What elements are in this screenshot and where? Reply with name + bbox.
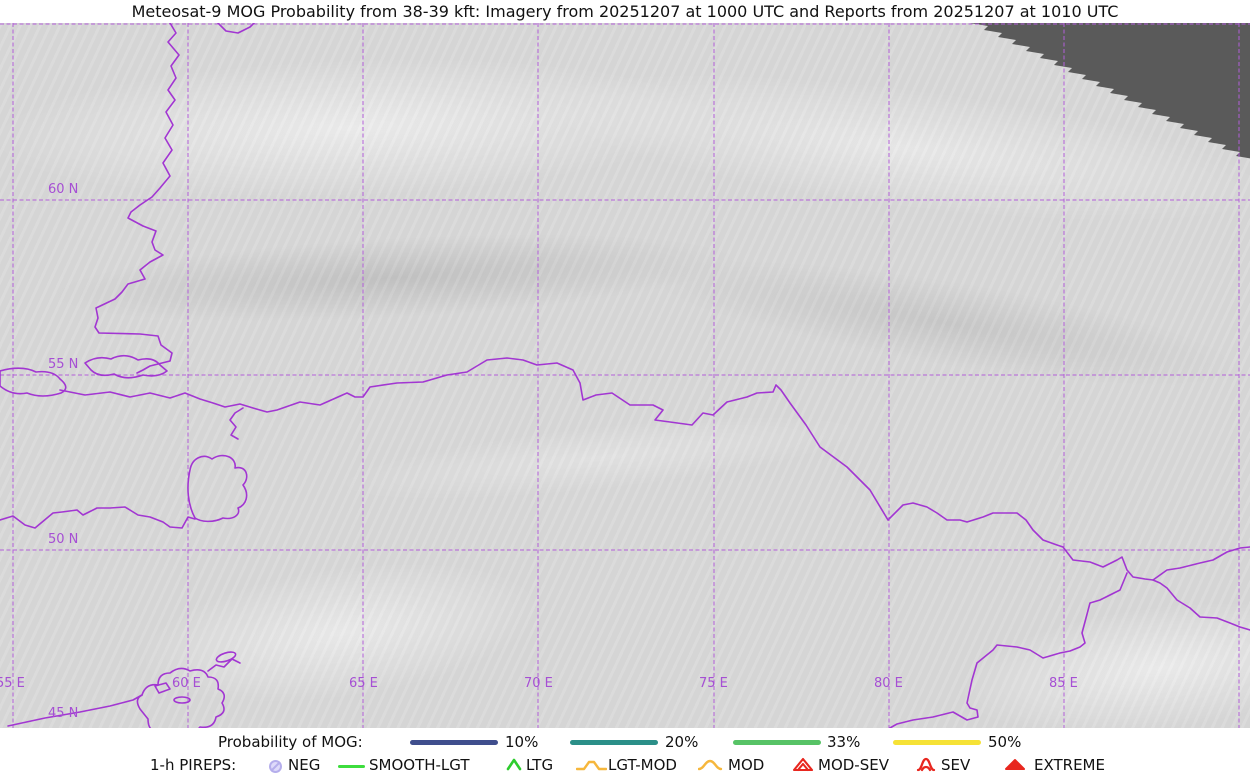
border-top-arc bbox=[217, 23, 255, 34]
smooth-lgt-icon bbox=[338, 765, 365, 768]
lat-label-60n: 60 N bbox=[48, 182, 79, 197]
satellite-map: 60 N 55 N 50 N 45 N 55 E 60 E 65 E 70 E … bbox=[0, 23, 1250, 728]
lgt-mod-icon bbox=[576, 760, 607, 771]
neg-icon bbox=[269, 760, 282, 773]
lat-lon-grid bbox=[0, 23, 1250, 728]
lon-label-60e: 60 E bbox=[172, 676, 201, 691]
page-title: Meteosat-9 MOG Probability from 38-39 kf… bbox=[131, 2, 1119, 21]
probability-swatch-10 bbox=[410, 740, 498, 745]
border-kazakh-north bbox=[59, 357, 1250, 581]
pirep-label-sev: SEV bbox=[941, 756, 971, 774]
probability-swatch-20 bbox=[570, 740, 658, 745]
map-overlay bbox=[0, 23, 1250, 728]
probability-label-10: 10% bbox=[505, 733, 539, 751]
pirep-label-neg: NEG bbox=[288, 756, 321, 774]
lat-label-55n: 55 N bbox=[48, 357, 79, 372]
lon-label-80e: 80 E bbox=[874, 676, 903, 691]
lon-label-70e: 70 E bbox=[524, 676, 553, 691]
border-east-branch bbox=[1152, 579, 1250, 631]
ltg-icon bbox=[506, 758, 522, 771]
mod-sev-icon bbox=[792, 757, 814, 772]
pireps-legend-label: 1-h PIREPS: bbox=[150, 756, 237, 774]
lon-label-75e: 75 E bbox=[699, 676, 728, 691]
border-45n-diagonal bbox=[7, 694, 143, 727]
lon-label-65e: 65 E bbox=[349, 676, 378, 691]
lat-label-50n: 50 N bbox=[48, 532, 79, 547]
no-data-region bbox=[970, 23, 1250, 163]
aral-north-lens bbox=[215, 651, 237, 663]
aral-island2 bbox=[154, 682, 171, 694]
pirep-label-mod: MOD bbox=[728, 756, 765, 774]
pirep-label-mod-sev: MOD-SEV bbox=[818, 756, 889, 774]
probability-label-50: 50% bbox=[988, 733, 1022, 751]
mod-icon bbox=[698, 759, 723, 771]
aral-island bbox=[173, 696, 191, 704]
pirep-label-extreme: EXTREME bbox=[1034, 756, 1105, 774]
extreme-icon bbox=[1005, 759, 1025, 770]
probability-legend-label: Probability of MOG: bbox=[218, 733, 363, 751]
border-lake-blob bbox=[187, 454, 248, 523]
lat-label-45n: 45 N bbox=[48, 706, 79, 721]
border-lakes-west2 bbox=[0, 367, 67, 397]
aral-north-squiggle bbox=[207, 658, 241, 672]
border-hook bbox=[229, 407, 244, 440]
probability-label-20: 20% bbox=[665, 733, 699, 751]
border-southeast-branch bbox=[889, 572, 1128, 728]
lon-label-55e: 55 E bbox=[0, 676, 25, 691]
border-west-mid bbox=[0, 506, 196, 529]
map-borders bbox=[0, 23, 1250, 728]
probability-swatch-50 bbox=[893, 740, 981, 745]
pirep-label-ltg: LTG bbox=[526, 756, 554, 774]
pirep-label-smooth-lgt: SMOOTH-LGT bbox=[369, 756, 470, 774]
border-lakes-west bbox=[84, 354, 168, 379]
lon-label-85e: 85 E bbox=[1049, 676, 1078, 691]
sev-icon bbox=[916, 757, 936, 772]
probability-label-33: 33% bbox=[827, 733, 861, 751]
coast-aral-sea bbox=[136, 667, 226, 728]
probability-swatch-33 bbox=[733, 740, 821, 745]
pirep-label-lgt-mod: LGT-MOD bbox=[608, 756, 677, 774]
border-ural-line bbox=[94, 23, 180, 374]
